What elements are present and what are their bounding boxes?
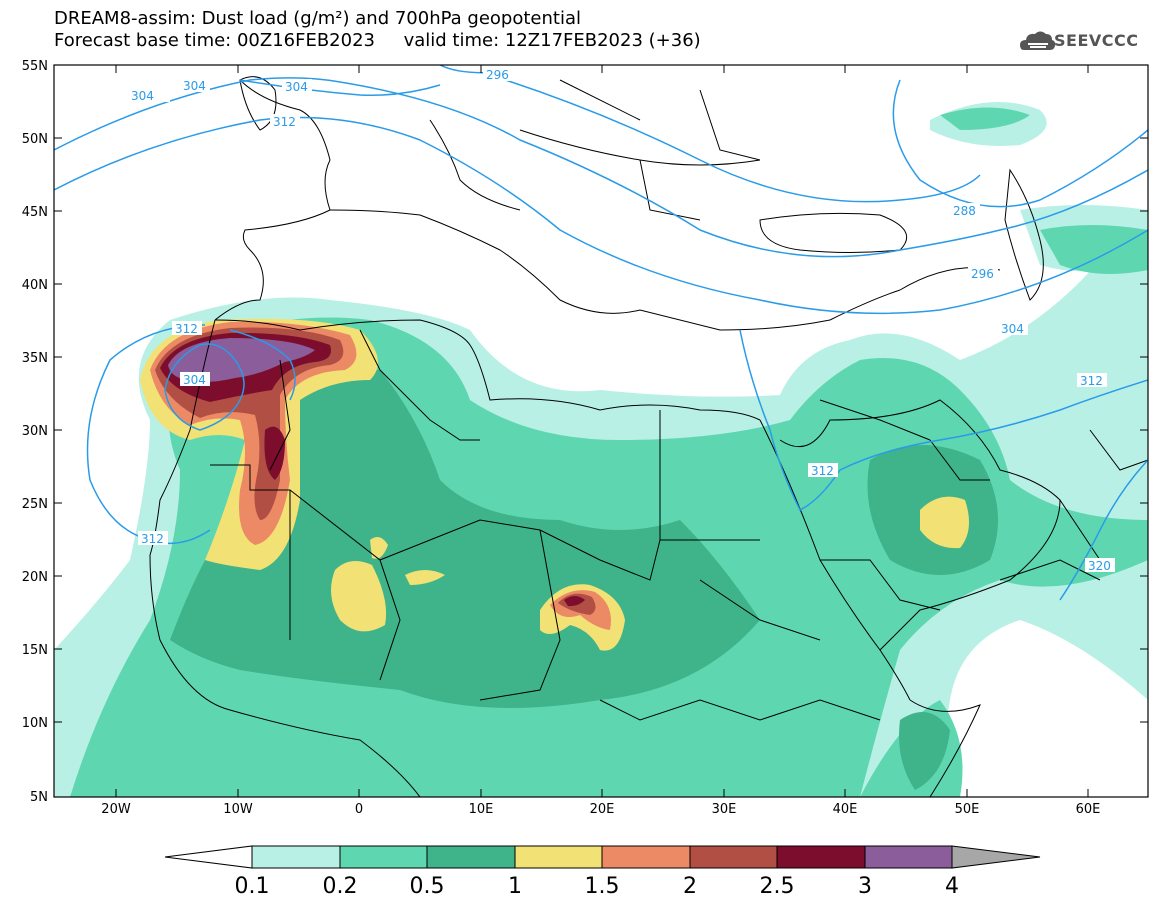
lat-label: 5N [30, 790, 48, 805]
dust-level-1 [331, 561, 387, 632]
lat-label: 35N [22, 351, 48, 366]
colorbar-swatch [251, 845, 341, 869]
logo-text: SEEVCCC [1054, 31, 1139, 50]
cloud-logo-icon [1020, 31, 1056, 50]
contour-label: 304 [285, 80, 308, 94]
lat-label: 15N [22, 643, 48, 658]
colorbar-tick-label: 4 [945, 874, 959, 899]
lon-label: 50E [955, 802, 980, 817]
dust-level-0.5 [899, 712, 950, 790]
colorbar-swatch [339, 845, 428, 869]
colorbar-swatch [601, 845, 691, 869]
dust-level-0.2 [940, 107, 1030, 130]
lon-label: 20E [590, 802, 615, 817]
lat-label: 10N [22, 716, 48, 731]
lat-label: 45N [22, 205, 48, 220]
dust-level-2.5 [264, 426, 285, 480]
dust-level-1 [405, 570, 445, 585]
colorbar-swatch [689, 845, 778, 869]
title-line-1: DREAM8-assim: Dust load (g/m²) and 700hP… [54, 8, 581, 29]
contour-label: 312 [811, 464, 834, 478]
colorbar-tick-label: 1.5 [585, 874, 620, 899]
geopotential-contours [54, 65, 1148, 601]
contour-label: 296 [486, 68, 509, 82]
colorbar-max-arrow [951, 845, 1041, 869]
contour-label: 312 [175, 322, 198, 336]
coastlines [149, 76, 1148, 797]
lat-label: 25N [22, 497, 48, 512]
contour-label: 296 [971, 267, 994, 281]
lon-axis: 20W 10W 0 10E 20E 30E 40E 50E 60E [101, 65, 1100, 817]
colorbar-swatch [514, 845, 603, 869]
colorbar: 0.1 0.2 0.5 1 1.5 2 2.5 3 4 [164, 845, 1041, 899]
contour-label: 288 [953, 204, 976, 218]
lat-label: 55N [22, 59, 48, 74]
colorbar-tick-label: 0.2 [323, 874, 358, 899]
contour-label: 312 [141, 532, 164, 546]
lon-label: 60E [1076, 802, 1101, 817]
contour-label: 320 [1088, 559, 1111, 573]
colorbar-swatch [864, 845, 953, 869]
lat-label: 40N [22, 278, 48, 293]
contour-label: 312 [273, 115, 296, 129]
lat-label: 20N [22, 570, 48, 585]
lat-label: 50N [22, 132, 48, 147]
dust-level-3 [168, 338, 315, 383]
colorbar-tick-label: 2 [683, 874, 697, 899]
dust-level-0.2 [1040, 225, 1148, 274]
lon-label: 10W [223, 802, 253, 817]
map-frame [53, 64, 1149, 798]
dust-level-1 [370, 536, 388, 559]
title-line-2: Forecast base time: 00Z16FEB2023 valid t… [54, 30, 701, 51]
lon-label: 10E [469, 802, 494, 817]
colorbar-tick-label: 0.1 [235, 874, 270, 899]
colorbar-min-arrow [164, 845, 253, 869]
lat-axis: 55N 50N 45N 40N 35N 30N 25N 20N 15N 10N … [22, 59, 1148, 805]
colorbar-tick-label: 1 [508, 874, 522, 899]
contour-label: 304 [1001, 322, 1024, 336]
dust-level-1 [920, 496, 969, 549]
contour-label: 312 [1080, 374, 1103, 388]
dust-level-2.5 [564, 596, 585, 607]
colorbar-swatch [776, 845, 866, 869]
lon-label: 20W [101, 802, 131, 817]
contour-label: 304 [183, 373, 206, 387]
lon-label: 30E [712, 802, 737, 817]
contour-label: 304 [131, 89, 154, 103]
contour-labels: 304 304 304 304 312 296 312 312 288 296 … [128, 67, 1115, 573]
lat-label: 30N [22, 424, 48, 439]
contour-label: 304 [183, 79, 206, 93]
colorbar-tick-label: 2.5 [760, 874, 795, 899]
lon-label: 0 [355, 802, 363, 817]
colorbar-tick-label: 3 [858, 874, 872, 899]
colorbar-swatch [426, 845, 516, 869]
colorbar-tick-label: 0.5 [410, 874, 445, 899]
lon-label: 40E [833, 802, 858, 817]
